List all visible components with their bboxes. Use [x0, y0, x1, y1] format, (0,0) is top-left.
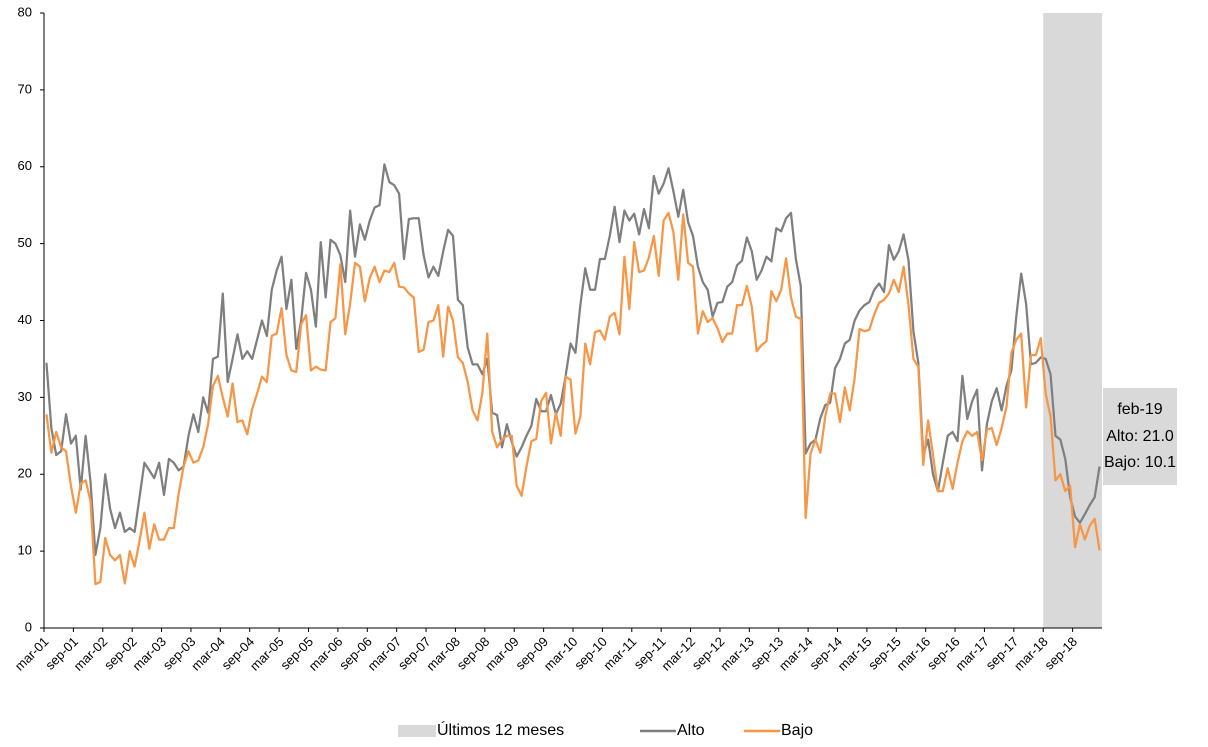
- x-tick-label: mar-09: [482, 634, 522, 674]
- annotation-box: [1103, 388, 1177, 485]
- x-tick-label: mar-03: [129, 634, 169, 674]
- series-line: [45, 163, 1101, 557]
- x-tick-label: mar-12: [658, 634, 698, 674]
- x-tick-label: mar-13: [717, 634, 757, 674]
- x-tick-label: mar-11: [600, 634, 639, 673]
- y-tick-label: 50: [18, 235, 32, 250]
- x-tick-label: mar-17: [952, 634, 992, 674]
- y-tick-label: 60: [18, 158, 32, 173]
- y-tick-label: 0: [25, 619, 32, 634]
- y-tick-label: 70: [18, 81, 32, 96]
- x-tick-label: mar-18: [1011, 634, 1051, 674]
- y-tick-label: 20: [18, 466, 32, 481]
- legend-label: Últimos 12 meses: [437, 720, 564, 739]
- x-tick-label: mar-06: [306, 634, 346, 674]
- x-tick-label: mar-10: [541, 634, 581, 674]
- annotation-title: feb-19: [1117, 401, 1162, 418]
- x-tick-label: mar-16: [893, 634, 933, 674]
- series-line: [45, 211, 1101, 586]
- x-tick-label: mar-05: [247, 634, 287, 674]
- x-tick-label: mar-15: [835, 634, 875, 674]
- legend-label: Bajo: [781, 722, 813, 739]
- y-tick-label: 30: [18, 389, 32, 404]
- x-tick-label: mar-14: [776, 634, 816, 674]
- x-tick-label: mar-02: [71, 634, 111, 674]
- x-tick-label: mar-01: [12, 634, 52, 674]
- x-tick-label: mar-04: [188, 634, 228, 674]
- annotation-line: Bajo: 10.1: [1104, 454, 1176, 471]
- legend-label: Alto: [677, 722, 705, 739]
- y-tick-label: 10: [18, 543, 32, 558]
- annotation-line: Alto: 21.0: [1106, 428, 1174, 445]
- x-tick-label: mar-07: [364, 634, 404, 674]
- legend-swatch: [398, 725, 436, 737]
- x-tick-label: sep-18: [1041, 634, 1080, 673]
- x-tick-label: mar-08: [423, 634, 463, 674]
- highlight-region: [1043, 13, 1102, 628]
- y-tick-label: 40: [18, 312, 32, 327]
- y-tick-label: 80: [18, 4, 32, 19]
- highlight-layer: [1043, 13, 1102, 628]
